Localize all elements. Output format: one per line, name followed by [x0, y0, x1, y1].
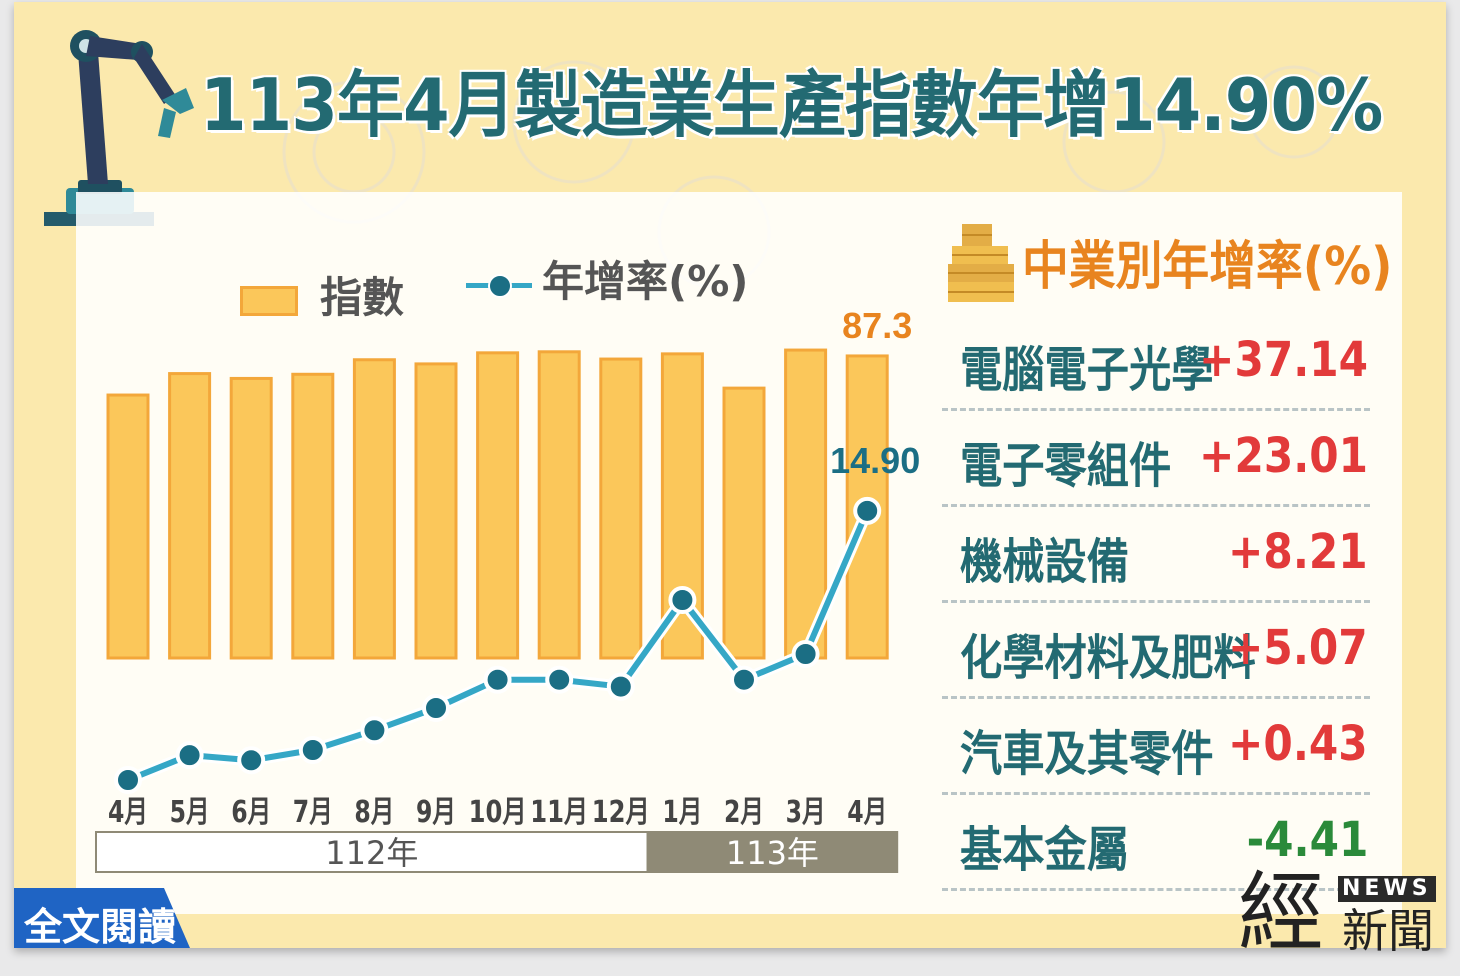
legend-line-item: 年增率(%): [466, 248, 748, 309]
x-tick-label: 8月: [354, 795, 394, 830]
bar-2: [168, 372, 212, 660]
bar-6: [414, 362, 458, 660]
industry-value: +5.07: [1228, 620, 1368, 676]
legend-bar-swatch: [240, 285, 298, 316]
industry-name: 基本金屬: [960, 822, 1129, 878]
growth-point-8: [545, 665, 574, 694]
bar-9: [599, 357, 643, 660]
x-tick-label: 4月: [108, 795, 148, 830]
bar-5: [352, 358, 396, 660]
page-title: 113年4月製造業生產指數年增14.90%: [200, 63, 1383, 147]
index-and-growth-chart: 87.3 14.90 4月 5月 6月 7月 8月 9月 10月 11月 12月 1月 2月 3月 4月 11…: [95, 305, 920, 873]
bar-12: [784, 348, 828, 660]
x-tick-label: 7月: [293, 795, 333, 830]
legend-line-label: 年增率(%): [542, 257, 749, 306]
growth-point-1: [114, 766, 142, 794]
legend-bar-item: 指數: [240, 264, 404, 325]
industry-row: 電腦電子光學 +37.14: [942, 316, 1370, 411]
bar-data-label: 87.3: [842, 305, 912, 346]
year-group-band: [646, 831, 899, 873]
x-tick-label: 5月: [170, 795, 210, 830]
industry-value: -4.41: [1246, 812, 1368, 868]
growth-point-10: [668, 586, 697, 614]
x-tick-label: 10月: [469, 795, 527, 830]
year-group-label: 112年: [325, 834, 418, 872]
x-tick-label: 12月: [592, 795, 650, 830]
read-full-article-button[interactable]: 全文閱讀: [14, 888, 190, 948]
industry-row: 基本金屬 -4.41: [942, 796, 1370, 891]
bar-11: [722, 386, 766, 660]
growth-point-11: [730, 665, 758, 694]
industry-row: 電子零組件 +23.01: [942, 412, 1370, 507]
logo-news-badge: NEWS: [1338, 876, 1436, 902]
read-full-article-label: 全文閱讀: [24, 905, 177, 949]
bar-3: [229, 376, 273, 660]
logo-small-characters: 新聞: [1342, 904, 1434, 958]
industry-name: 電子零組件: [960, 438, 1172, 494]
growth-point-12: [791, 640, 820, 668]
industry-value: +23.01: [1198, 428, 1368, 484]
x-tick-label: 9月: [416, 795, 456, 830]
x-tick-label: 6月: [231, 795, 271, 830]
infographic-frame: 113年4月製造業生產指數年增14.90% 87.3 14.90 4月 5月 6月 7月 8…: [14, 2, 1446, 948]
news-logo: 經 NEWS 新聞: [1238, 870, 1444, 962]
industry-name: 電腦電子光學: [960, 342, 1214, 398]
x-tick-label: 4月: [847, 795, 887, 830]
growth-point-2: [175, 741, 204, 770]
industry-row: 化學材料及肥料 +5.07: [942, 604, 1370, 699]
industry-row: 汽車及其零件 +0.43: [942, 700, 1370, 795]
growth-point-6: [422, 694, 450, 722]
industry-row: 機械設備 +8.21: [942, 508, 1370, 603]
growth-point-7: [483, 665, 512, 694]
growth-point-5: [360, 716, 389, 745]
growth-point-9: [606, 672, 635, 701]
legend-bar-label: 指數: [320, 273, 405, 322]
bar-1: [106, 393, 150, 660]
bar-8: [537, 350, 581, 660]
line-data-label: 14.90: [830, 440, 920, 481]
industry-name: 化學材料及肥料: [960, 630, 1256, 686]
industry-name: 汽車及其零件: [960, 726, 1214, 782]
year-group-label: 113年: [726, 834, 819, 872]
x-tick-label: 11月: [530, 795, 588, 830]
industry-value: +0.43: [1228, 716, 1368, 772]
legend-line-swatch: [466, 273, 532, 298]
growth-point-3: [237, 746, 266, 775]
coin-stack-icon: [948, 224, 1014, 302]
industry-value: +8.21: [1228, 524, 1368, 580]
bar-4: [291, 372, 335, 660]
industry-name: 機械設備: [960, 534, 1129, 590]
x-tick-label: 2月: [724, 795, 764, 830]
x-tick-label: 1月: [662, 795, 702, 830]
bar-7: [476, 351, 520, 660]
year-group-band: [95, 831, 649, 873]
industry-value: +37.14: [1198, 332, 1368, 388]
growth-point-4: [298, 736, 327, 764]
growth-point-13: [853, 496, 882, 525]
x-tick-label: 3月: [786, 795, 826, 830]
industry-panel-title: 中業別年增率(%): [1022, 237, 1393, 297]
logo-big-character: 經: [1238, 863, 1324, 963]
